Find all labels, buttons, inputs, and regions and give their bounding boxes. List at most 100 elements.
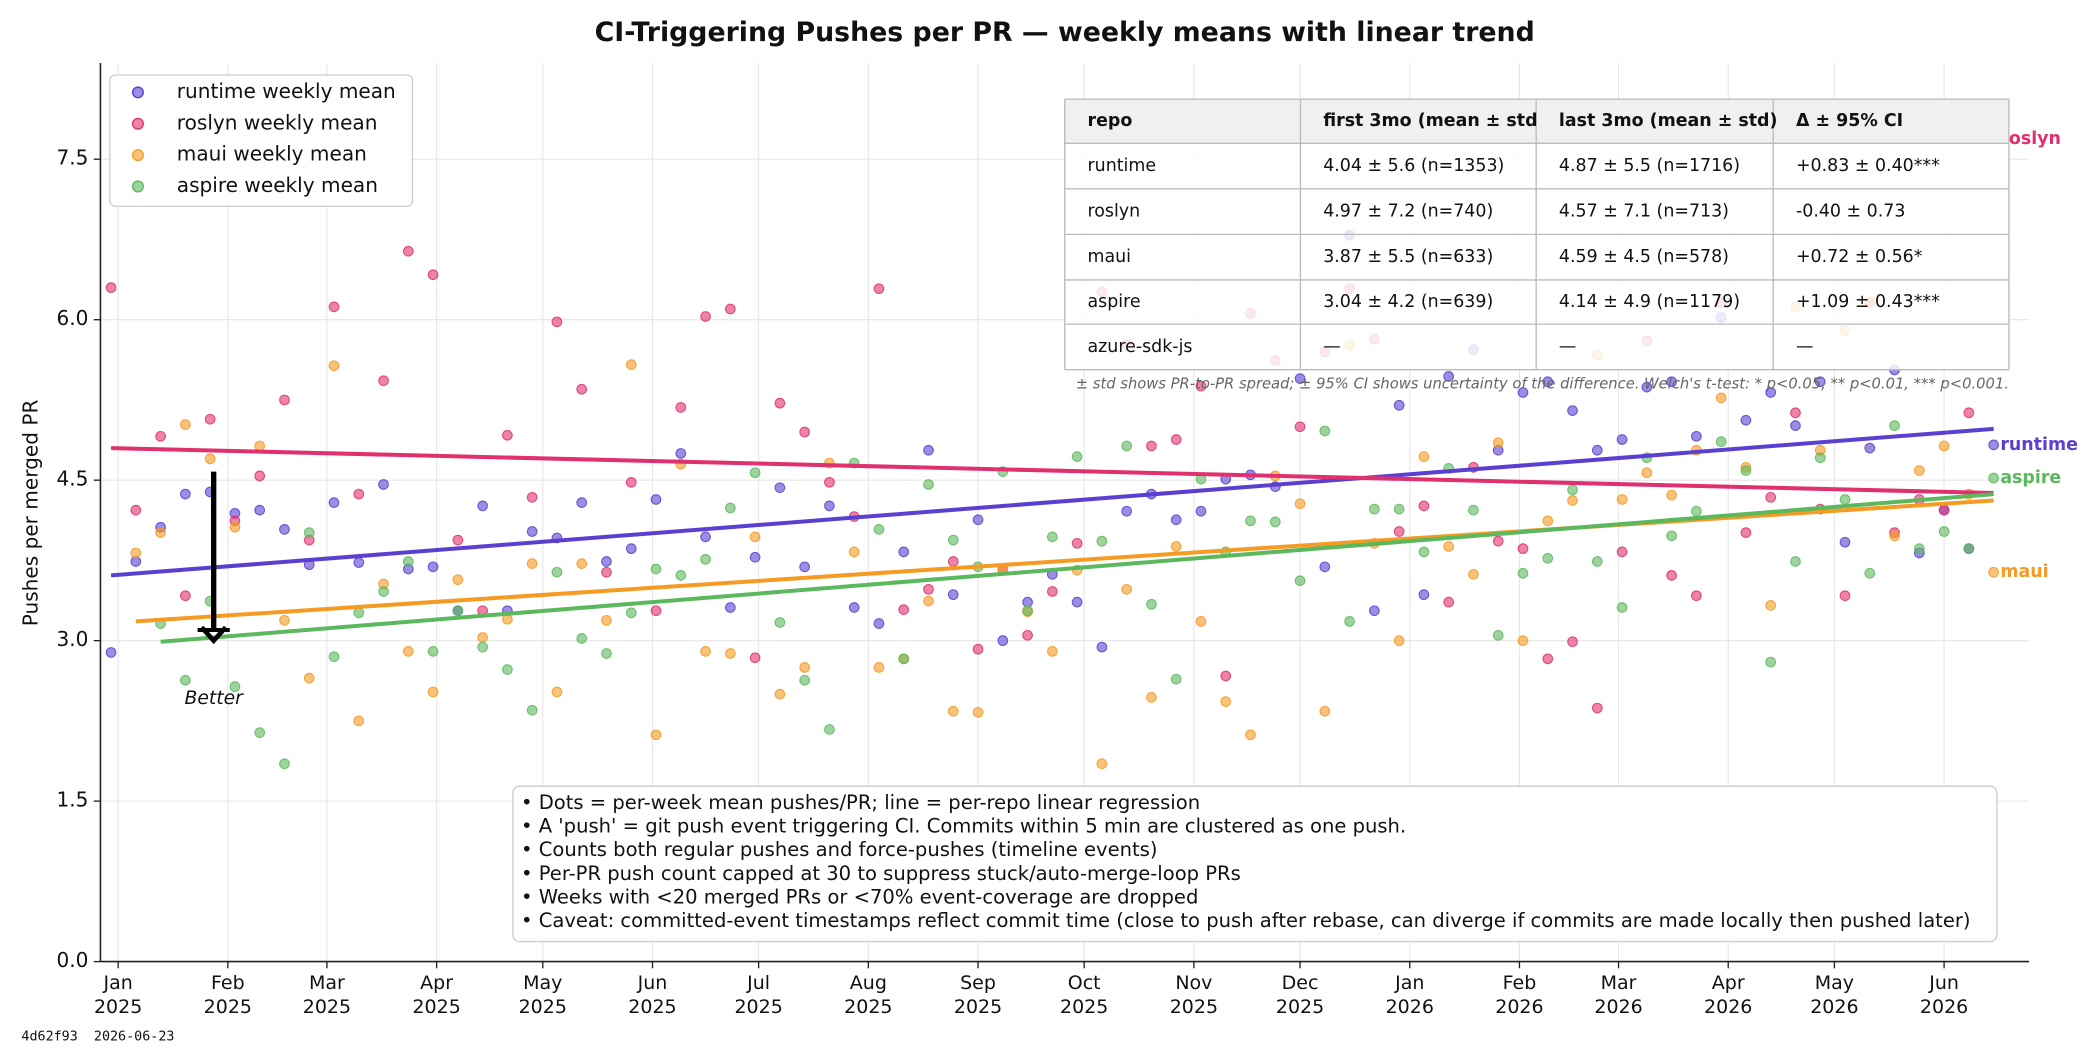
data-point xyxy=(1096,758,1108,770)
data-point xyxy=(328,360,340,372)
data-point xyxy=(1517,567,1529,579)
data-point xyxy=(1046,586,1058,597)
data-point xyxy=(1591,444,1603,456)
data-point xyxy=(353,715,365,727)
data-point xyxy=(526,558,538,569)
table-header: Δ ± 95% CI xyxy=(1796,111,1903,131)
data-point xyxy=(1046,531,1058,543)
data-point xyxy=(229,681,241,693)
x-tick-label: Feb 2026 xyxy=(1495,971,1544,1018)
table-cell: +0.83 ± 0.40*** xyxy=(1796,156,1940,176)
table-cell: maui xyxy=(1088,247,1132,267)
data-point xyxy=(848,602,860,613)
data-point xyxy=(180,488,191,500)
data-point xyxy=(130,547,142,559)
data-point xyxy=(1542,552,1554,564)
data-point xyxy=(1369,605,1380,617)
data-point xyxy=(1022,605,1033,617)
trend-line xyxy=(135,498,1994,624)
data-point xyxy=(1839,590,1851,602)
data-point xyxy=(1121,440,1133,452)
data-point xyxy=(576,558,588,569)
data-point xyxy=(873,283,885,295)
data-point xyxy=(1740,527,1752,538)
data-point xyxy=(1913,543,1925,555)
data-point xyxy=(774,617,786,628)
data-point xyxy=(625,543,637,555)
data-point xyxy=(625,476,637,488)
x-tick-label: Mar 2026 xyxy=(1594,971,1643,1018)
table-cell: 4.14 ± 4.9 (n=1179) xyxy=(1559,292,1740,312)
data-point xyxy=(1170,434,1182,445)
table-cell: azure-sdk-js xyxy=(1088,337,1193,357)
data-point xyxy=(947,556,959,567)
data-point xyxy=(675,448,687,459)
data-point xyxy=(1121,505,1133,517)
data-point xyxy=(1121,583,1133,595)
trend-line xyxy=(110,426,1994,578)
data-point xyxy=(1567,484,1578,496)
data-point xyxy=(923,479,934,490)
data-point xyxy=(1616,494,1628,505)
data-point xyxy=(204,453,216,465)
trend-line xyxy=(111,446,1994,496)
data-point xyxy=(774,688,786,700)
legend-marker xyxy=(131,149,144,162)
data-point xyxy=(303,672,315,684)
data-point xyxy=(105,282,117,293)
data-point xyxy=(1616,546,1628,558)
data-point xyxy=(1616,602,1628,613)
data-point xyxy=(254,727,266,739)
data-point xyxy=(551,316,563,328)
data-point xyxy=(155,430,166,442)
y-tick-label: 3.0 xyxy=(56,627,88,651)
data-point xyxy=(650,605,662,617)
data-point xyxy=(1418,546,1430,558)
data-point xyxy=(576,633,588,644)
data-point xyxy=(625,607,637,619)
data-point xyxy=(824,724,835,735)
data-point xyxy=(1195,505,1207,517)
data-point xyxy=(1567,636,1578,648)
data-point xyxy=(254,504,266,516)
table-note: ± std shows PR-to-PR spread; ± 95% CI sh… xyxy=(1076,375,2009,392)
data-point xyxy=(1790,407,1801,419)
data-point xyxy=(1938,504,1950,516)
data-point xyxy=(1146,692,1157,703)
data-point xyxy=(1740,465,1752,476)
data-point xyxy=(1591,556,1603,567)
data-point xyxy=(1517,543,1529,555)
data-point xyxy=(1864,442,1876,454)
y-tick-label: 4.5 xyxy=(56,467,88,491)
x-tick-label: Mar 2025 xyxy=(302,971,352,1018)
legend-label: aspire weekly mean xyxy=(177,173,378,197)
data-point xyxy=(1393,526,1405,537)
legend-box xyxy=(109,74,414,207)
data-point xyxy=(650,729,662,741)
data-point xyxy=(1517,387,1529,398)
data-point xyxy=(1765,387,1777,398)
data-point xyxy=(1170,541,1182,552)
data-point xyxy=(1369,503,1380,515)
data-point xyxy=(1418,589,1430,601)
data-point xyxy=(427,645,439,657)
data-point xyxy=(1691,505,1702,517)
data-point xyxy=(254,440,266,452)
data-point xyxy=(1691,430,1702,442)
table-header: repo xyxy=(1088,111,1133,131)
table-cell: runtime xyxy=(1088,156,1157,176)
data-point xyxy=(1691,590,1702,602)
data-point xyxy=(105,647,117,658)
note-line: • Per-PR push count capped at 30 to supp… xyxy=(521,862,1241,885)
data-point xyxy=(402,556,414,567)
data-point xyxy=(502,429,513,441)
data-point xyxy=(526,704,538,716)
data-point xyxy=(402,245,414,257)
data-point xyxy=(799,561,810,573)
data-point xyxy=(1294,373,1306,384)
data-point xyxy=(1071,537,1083,549)
data-point xyxy=(1542,653,1554,665)
end-label: roslyn xyxy=(2000,129,2061,149)
stats-table: repo first 3mo (mean ± std last 3mo (mean … xyxy=(1064,98,2010,371)
data-point xyxy=(1492,535,1504,547)
